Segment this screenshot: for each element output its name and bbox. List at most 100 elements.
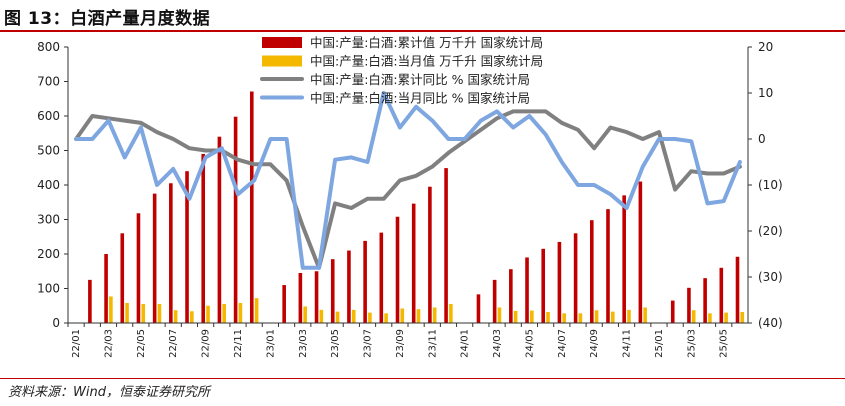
x-tick-label: 24/03: [492, 329, 503, 358]
x-tick-label: 22/09: [201, 329, 212, 358]
bar-monthly: [449, 304, 453, 323]
bar-cumulative: [541, 248, 546, 323]
legend-swatch: [262, 55, 302, 67]
bar-monthly: [610, 311, 615, 323]
bar-monthly: [206, 305, 210, 323]
bar-cumulative: [557, 241, 562, 323]
bar-cumulative: [395, 216, 400, 323]
bar-cumulative: [185, 171, 189, 323]
x-tick-label: 22/07: [168, 329, 179, 358]
bar-monthly: [546, 311, 550, 323]
x-tick-label: 23/03: [298, 329, 309, 358]
left-tick-label: 0: [52, 316, 60, 330]
left-tick-label: 700: [37, 75, 60, 89]
right-tick-label: (20): [758, 224, 783, 238]
bar-monthly: [141, 304, 146, 323]
bar-cumulative: [152, 193, 157, 323]
x-tick-label: 22/01: [71, 329, 82, 358]
bar-monthly: [513, 310, 518, 323]
bar-cumulative: [622, 195, 626, 323]
right-tick-label: (10): [758, 178, 783, 192]
bar-monthly: [319, 309, 324, 323]
left-tick-label: 500: [37, 144, 60, 158]
bar-monthly: [173, 310, 178, 323]
bar-cumulative: [444, 168, 448, 323]
bar-cumulative: [363, 240, 367, 323]
left-tick-label: 600: [37, 109, 60, 123]
legend-swatch: [262, 37, 302, 48]
bar-cumulative: [314, 271, 319, 323]
bar-cumulative: [492, 279, 497, 323]
left-tick-label: 100: [37, 282, 60, 296]
bar-monthly: [222, 304, 227, 323]
bar-cumulative: [589, 220, 594, 323]
bar-layer: [88, 91, 745, 323]
bar-cumulative: [88, 279, 92, 323]
bar-cumulative: [120, 233, 125, 323]
left-tick-label: 300: [37, 213, 60, 227]
bar-monthly: [109, 296, 113, 323]
line-layer: [74, 91, 742, 270]
x-tick-label: 25/05: [719, 329, 730, 358]
x-tick-label: 23/07: [363, 329, 374, 358]
right-tick-label: 10: [758, 86, 773, 100]
bar-monthly: [157, 304, 162, 323]
bar-monthly: [643, 307, 647, 323]
bar-cumulative: [509, 269, 513, 323]
bar-cumulative: [249, 91, 254, 323]
bar-cumulative: [136, 213, 141, 323]
bar-monthly: [368, 312, 372, 323]
x-tick-label: 23/05: [330, 329, 341, 358]
x-tick-label: 24/01: [460, 329, 471, 358]
bar-monthly: [400, 308, 405, 323]
bar-monthly: [416, 309, 421, 323]
right-tick-label: (40): [758, 316, 783, 330]
legend-label: 中国:产量:白酒:累计同比 % 国家统计局: [310, 72, 530, 87]
left-tick-label: 800: [37, 40, 60, 54]
bar-monthly: [708, 313, 712, 323]
bar-monthly: [335, 311, 340, 323]
left-tick-label: 400: [37, 178, 60, 192]
source-rule: [0, 378, 845, 379]
bar-monthly: [530, 310, 534, 323]
bar-cumulative: [330, 259, 335, 323]
x-tick-label: 24/09: [589, 329, 600, 358]
right-tick-label: 20: [758, 40, 773, 54]
bar-cumulative: [606, 209, 610, 323]
x-tick-label: 22/03: [103, 329, 114, 358]
bar-monthly: [724, 312, 728, 323]
x-tick-label: 23/09: [395, 329, 406, 358]
bar-cumulative: [298, 272, 303, 323]
bar-monthly: [691, 310, 696, 323]
bar-monthly: [303, 306, 307, 323]
bar-cumulative: [525, 257, 529, 323]
x-tick-label: 24/07: [557, 329, 568, 358]
bar-cumulative: [573, 233, 578, 323]
legend-label: 中国:产量:白酒:累计值 万千升 国家统计局: [310, 35, 543, 50]
right-tick-label: 0: [758, 132, 766, 146]
bar-cumulative: [638, 181, 643, 323]
x-tick-label: 25/01: [654, 329, 665, 358]
bar-cumulative: [379, 232, 384, 323]
x-tick-label: 22/11: [233, 329, 244, 358]
bar-cumulative: [347, 250, 351, 323]
bar-cumulative: [687, 287, 691, 323]
bar-cumulative: [428, 186, 432, 323]
x-tick-label: 24/11: [622, 329, 633, 358]
title-rule: [0, 30, 845, 32]
bar-monthly: [432, 307, 437, 323]
bar-cumulative: [233, 116, 238, 323]
bar-monthly: [497, 307, 502, 323]
bar-monthly: [594, 310, 599, 323]
left-tick-label: 200: [37, 247, 60, 261]
bar-cumulative: [411, 203, 416, 323]
bar-monthly: [351, 309, 356, 323]
bar-cumulative: [703, 278, 707, 323]
bar-monthly: [578, 313, 583, 323]
bar-monthly: [254, 298, 259, 323]
source-note: 资料来源：Wind，恒泰证券研究所: [8, 385, 210, 400]
x-tick-label: 25/03: [686, 329, 697, 358]
legend-label: 中国:产量:白酒:当月同比 % 国家统计局: [310, 91, 530, 106]
